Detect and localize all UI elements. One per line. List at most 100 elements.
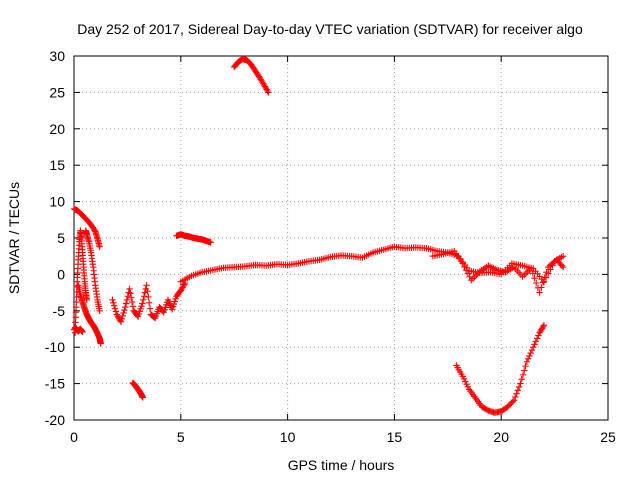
data-point-marker [543, 269, 550, 276]
data-point-marker [532, 338, 540, 345]
series-low-arc [453, 322, 548, 416]
data-point-marker [122, 300, 130, 307]
y-tick-label: -15 [45, 376, 65, 392]
y-tick-labels: -20 -15 -10 -5 0 5 10 15 20 25 30 [45, 48, 65, 428]
data-point-marker [533, 279, 540, 287]
data-point-marker [538, 284, 545, 291]
data-point-marker [524, 355, 532, 363]
data-point-marker [143, 282, 150, 289]
data-point-marker [515, 383, 523, 391]
data-point-marker [127, 290, 134, 297]
x-tick-label: 20 [493, 429, 509, 445]
data-point-marker [83, 296, 91, 304]
data-point-marker [536, 289, 543, 296]
y-tick-label: 25 [49, 84, 65, 100]
series-high-arc [231, 55, 272, 96]
data-point-marker [461, 263, 468, 271]
data-point-marker [112, 308, 120, 315]
data-point-marker [510, 397, 518, 404]
data-point-marker [181, 281, 188, 288]
data-point-marker [462, 266, 470, 274]
data-point-marker [529, 270, 537, 277]
data-point-marker [96, 307, 103, 314]
y-tick-label: 0 [57, 266, 65, 282]
data-point-marker [129, 303, 137, 310]
series-main-band [177, 243, 567, 285]
data-point-marker [528, 346, 536, 354]
data-point-marker [207, 239, 214, 246]
data-point-marker [514, 387, 522, 394]
data-point-marker [539, 279, 547, 286]
data-point-marker [518, 376, 525, 383]
data-point-marker [540, 278, 548, 285]
chart-title: Day 252 of 2017, Sidereal Day-to-day VTE… [77, 21, 583, 37]
data-point-marker [559, 253, 567, 260]
data-point-marker [527, 265, 535, 272]
data-point-marker [91, 226, 98, 234]
data-point-marker [539, 323, 547, 331]
y-tick-label: 10 [49, 194, 65, 210]
x-tick-label: 25 [600, 429, 616, 445]
data-point-marker [123, 296, 131, 304]
data-point-marker [121, 306, 128, 314]
data-point-marker [79, 328, 86, 336]
data-point-marker [97, 340, 104, 347]
data-point-marker [120, 309, 127, 317]
data-point-marker [126, 285, 133, 293]
data-point-marker [509, 398, 516, 405]
data-point-marker [119, 312, 126, 320]
data-point-marker [111, 305, 119, 312]
data-point-marker [558, 262, 566, 269]
data-point-marker [109, 296, 116, 304]
data-point-marker [140, 293, 148, 300]
data-point-marker [459, 260, 466, 267]
series-early-descent [75, 282, 104, 347]
data-point-marker [522, 362, 529, 370]
data-point-marker [464, 270, 472, 277]
data-point-marker [140, 296, 147, 304]
data-point-marker [521, 367, 528, 374]
data-point-marker [118, 315, 126, 323]
series-early-low [70, 325, 86, 336]
series-dip-cluster [109, 279, 189, 325]
data-point-marker [110, 302, 118, 309]
data-point-marker [531, 341, 538, 348]
x-tick-labels: 0 5 10 15 20 25 [70, 429, 616, 445]
data-point-marker [122, 303, 129, 311]
data-point-marker [146, 305, 154, 312]
data-point-marker [523, 358, 531, 365]
series-side-band [429, 247, 567, 296]
data-point-marker [128, 294, 135, 301]
data-point-marker [144, 287, 151, 295]
y-axis-label: SDTVAR / TECUs [6, 182, 22, 294]
series-early-high [70, 205, 103, 250]
series-small-arc [129, 379, 146, 401]
grid-lines [74, 56, 608, 420]
data-point-marker [531, 274, 538, 282]
y-tick-label: 5 [57, 230, 65, 246]
data-point-marker [535, 332, 542, 339]
data-point-marker [527, 349, 534, 357]
x-axis-label: GPS time / hours [288, 457, 395, 473]
data-point-marker [265, 89, 272, 96]
data-point-marker [128, 298, 136, 306]
y-tick-label: 15 [49, 157, 65, 173]
data-point-marker [110, 299, 117, 306]
data-point-marker [139, 300, 146, 307]
data-point-marker [526, 352, 533, 360]
data-point-marker [513, 390, 520, 397]
data-point-marker [96, 243, 103, 250]
data-point-marker [540, 322, 548, 329]
data-point-marker [117, 318, 125, 325]
data-point-marker [559, 263, 567, 271]
data-point-marker [519, 371, 527, 379]
series-early-spread-b [82, 227, 103, 314]
x-tick-label: 15 [387, 429, 403, 445]
x-tick-label: 5 [177, 429, 185, 445]
axis-ticks [73, 55, 609, 421]
data-point-marker [264, 87, 271, 95]
y-tick-label: 30 [49, 48, 65, 64]
data-points [70, 55, 567, 416]
data-point-marker [145, 299, 153, 306]
data-point-marker [517, 380, 524, 387]
